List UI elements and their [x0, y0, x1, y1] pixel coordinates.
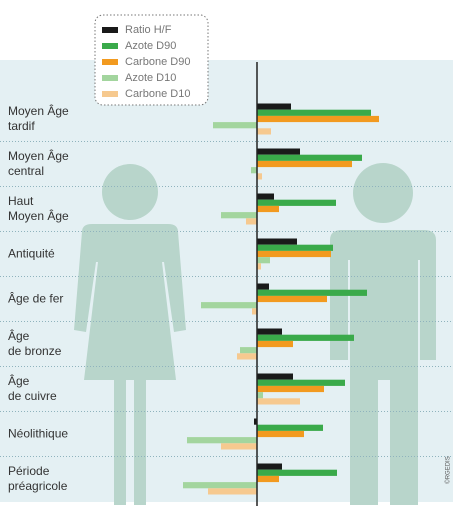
bar — [257, 173, 262, 180]
legend-label: Azote D10 — [125, 72, 176, 84]
bar — [240, 347, 257, 354]
bar — [257, 469, 337, 476]
bar — [257, 193, 274, 200]
bar — [257, 289, 367, 296]
bar — [257, 379, 345, 386]
bar — [257, 398, 300, 405]
bar — [257, 199, 336, 206]
legend-swatch — [102, 59, 118, 65]
bar — [257, 257, 270, 264]
bar — [257, 430, 304, 438]
bar — [257, 244, 333, 251]
bar — [246, 218, 257, 225]
man-body — [330, 230, 436, 505]
legend-label: Azote D90 — [125, 40, 176, 52]
bars — [0, 103, 453, 495]
category-label: Âge de fer — [8, 291, 64, 306]
bar — [201, 302, 257, 309]
bar — [257, 385, 324, 393]
bar — [254, 418, 257, 425]
bar — [187, 437, 257, 444]
legend-label: Carbone D10 — [125, 88, 190, 100]
bar — [257, 238, 297, 245]
category-label: Période préagricole — [8, 464, 68, 493]
bar — [257, 295, 327, 303]
bar — [237, 353, 257, 360]
woman-body — [74, 224, 186, 505]
legend-label: Ratio H/F — [125, 24, 172, 36]
woman-head — [102, 164, 158, 220]
bar — [257, 263, 261, 270]
bar — [257, 463, 282, 470]
bar — [257, 328, 282, 335]
bar — [221, 443, 257, 450]
category-label: Néolithique — [8, 426, 69, 441]
bar — [257, 154, 362, 161]
bar — [257, 392, 263, 399]
category-label: Haut Moyen Âge — [8, 194, 69, 223]
bar — [221, 212, 257, 219]
bar — [257, 128, 271, 135]
bar — [257, 160, 352, 168]
credit: ©RGEDIS — [445, 456, 452, 483]
legend-swatch — [102, 75, 118, 81]
silhouettes — [74, 163, 436, 505]
bar — [257, 115, 379, 123]
legend — [94, 14, 209, 106]
bar — [257, 103, 291, 110]
legend-entries: Ratio H/F Azote D90 Carbone D90 Azote D10 Ca… — [102, 24, 190, 100]
bar — [213, 122, 257, 129]
bar — [257, 373, 293, 380]
bar — [257, 340, 293, 348]
category-label: Âge de bronze — [8, 329, 62, 358]
bar — [252, 308, 257, 315]
bar — [257, 475, 279, 483]
legend-swatch — [102, 27, 118, 33]
bar — [257, 205, 279, 213]
category-label: Moyen Âge tardif — [8, 104, 69, 133]
bar — [183, 482, 257, 489]
legend-label: Carbone D90 — [125, 56, 190, 68]
bar — [257, 424, 323, 431]
bar — [257, 109, 371, 116]
man-head — [353, 163, 413, 223]
legend-swatch — [102, 91, 118, 97]
category-label: Moyen Âge central — [8, 149, 69, 178]
legend-swatch — [102, 43, 118, 49]
bar — [257, 250, 331, 258]
category-label: Âge de cuivre — [8, 374, 57, 403]
category-label: Antiquité — [8, 246, 55, 261]
bar — [251, 167, 257, 174]
bar — [208, 488, 257, 495]
bar — [257, 148, 300, 155]
bar — [257, 334, 354, 341]
bar — [257, 283, 269, 290]
